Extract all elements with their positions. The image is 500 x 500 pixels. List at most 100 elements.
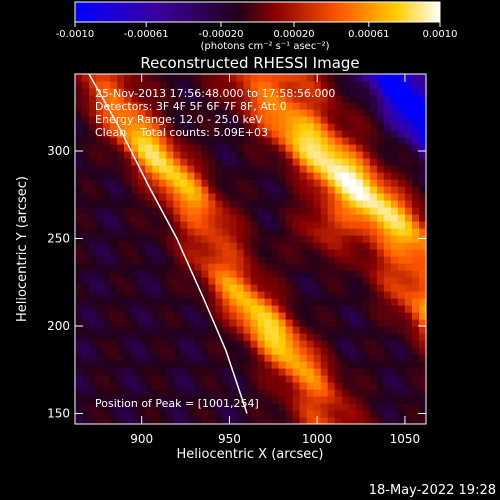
heatmap-cell [299,256,308,264]
heatmap-cell [117,200,125,208]
heatmap-cell [250,172,259,180]
heatmap-cell [250,298,259,306]
heatmap-cell [383,109,392,117]
heatmap-cell [264,116,273,124]
heatmap-cell [110,228,118,236]
heatmap-cell [229,95,237,103]
heatmap-cell [166,403,174,411]
heatmap-cell [159,116,167,124]
heatmap-cell [362,256,371,264]
heatmap-cell [117,179,125,187]
heatmap-cell [236,228,245,236]
heatmap-cell [257,186,266,194]
heatmap-cell [271,375,280,383]
heatmap-cell [313,165,322,173]
heatmap-cell [264,361,273,369]
heatmap-cell [355,193,364,201]
heatmap-cell [152,207,160,215]
heatmap-cell [138,165,146,173]
heatmap-cell [152,347,160,355]
heatmap-cell [138,270,146,278]
heatmap-cell [145,95,153,103]
heatmap-cell [229,123,237,131]
heatmap-cell [369,333,378,341]
heatmap-cell [412,305,420,313]
heatmap-cell [348,151,357,159]
heatmap-cell [236,130,245,138]
heatmap-cell [355,207,364,215]
heatmap-cell [257,340,266,348]
heatmap-cell [201,319,209,327]
heatmap-cell [75,214,83,222]
heatmap-cell [229,256,237,264]
heatmap-cell [299,403,308,411]
heatmap-cell [96,354,104,362]
heatmap-cell [208,179,216,187]
heatmap-cell [348,228,357,236]
heatmap-cell [313,95,322,103]
heatmap-cell [124,347,132,355]
heatmap-cell [75,382,83,390]
heatmap-cell [348,242,357,250]
heatmap-cell [124,270,132,278]
heatmap-cell [412,116,420,124]
heatmap-cell [208,228,216,236]
info-line-energy: Energy Range: 12.0 - 25.0 keV [95,113,263,126]
heatmap-cell [299,158,308,166]
heatmap-cell [96,151,104,159]
heatmap-cell [124,263,132,271]
heatmap-cell [117,326,125,334]
heatmap-cell [173,284,181,292]
heatmap-cell [215,298,223,306]
heatmap-cell [383,270,392,278]
heatmap-cell [299,235,308,243]
heatmap-cell [75,277,83,285]
heatmap-cell [412,207,420,215]
heatmap-cell [222,228,230,236]
heatmap-cell [236,137,245,145]
heatmap-cell [201,95,209,103]
heatmap-cell [299,417,308,424]
heatmap-cell [327,333,336,341]
heatmap-cell [404,326,413,334]
heatmap-cell [278,214,287,222]
heatmap-cell [96,207,104,215]
heatmap-cell [397,403,406,411]
heatmap-cell [117,403,125,411]
heatmap-cell [271,158,280,166]
heatmap-cell [110,151,118,159]
heatmap-cell [124,172,132,180]
heatmap-cell [222,242,230,250]
heatmap-cell [110,109,118,117]
heatmap-cell [243,123,252,131]
heatmap-cell [103,361,111,369]
heatmap-cell [236,361,245,369]
heatmap-cell [412,221,420,229]
heatmap-cell [313,305,322,313]
colorbar-tick-label: 0.00061 [348,29,389,40]
heatmap-cell [187,109,195,117]
heatmap-cell [201,123,209,131]
heatmap-cell [264,277,273,285]
heatmap-cell [341,361,350,369]
heatmap-cell [327,137,336,145]
heatmap-cell [404,354,413,362]
heatmap-cell [215,354,223,362]
heatmap-cell [390,270,399,278]
heatmap-cell [215,410,223,418]
heatmap-cell [131,361,139,369]
heatmap-cell [117,172,125,180]
heatmap-cell [313,207,322,215]
heatmap-cell [96,340,104,348]
heatmap-cell [390,242,399,250]
heatmap-cell [271,284,280,292]
heatmap-cell [404,417,413,424]
heatmap-cell [243,228,252,236]
heatmap-cell [376,333,385,341]
heatmap-cell [369,193,378,201]
heatmap-cell [180,214,188,222]
heatmap-cell [159,382,167,390]
heatmap-cell [222,130,230,138]
heatmap-cell [313,242,322,250]
heatmap-cell [264,81,273,89]
